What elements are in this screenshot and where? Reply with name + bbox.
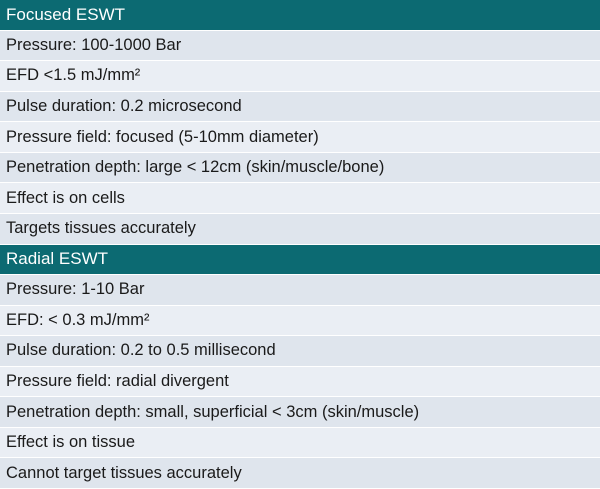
table-row: Targets tissues accurately [0, 213, 600, 245]
table-row: Pressure field: focused (5-10mm diameter… [0, 122, 600, 153]
table-row: Cannot target tissues accurately [0, 458, 600, 489]
table-row: Pulse duration: 0.2 microsecond [0, 91, 600, 123]
table-row: EFD <1.5 mJ/mm² [0, 61, 600, 92]
table-row: Pulse duration: 0.2 to 0.5 millisecond [0, 336, 600, 367]
table-row: Effect is on cells [0, 183, 600, 214]
table-row: Effect is on tissue [0, 427, 600, 459]
table-row: EFD: < 0.3 mJ/mm² [0, 305, 600, 337]
section-header: Radial ESWT [0, 244, 600, 276]
table-row: Penetration depth: large < 12cm (skin/mu… [0, 152, 600, 184]
section-header: Focused ESWT [0, 0, 600, 31]
table-row: Penetration depth: small, superficial < … [0, 397, 600, 428]
table-row: Pressure: 1-10 Bar [0, 275, 600, 306]
table-row: Pressure field: radial divergent [0, 366, 600, 398]
table-row: Pressure: 100-1000 Bar [0, 30, 600, 62]
